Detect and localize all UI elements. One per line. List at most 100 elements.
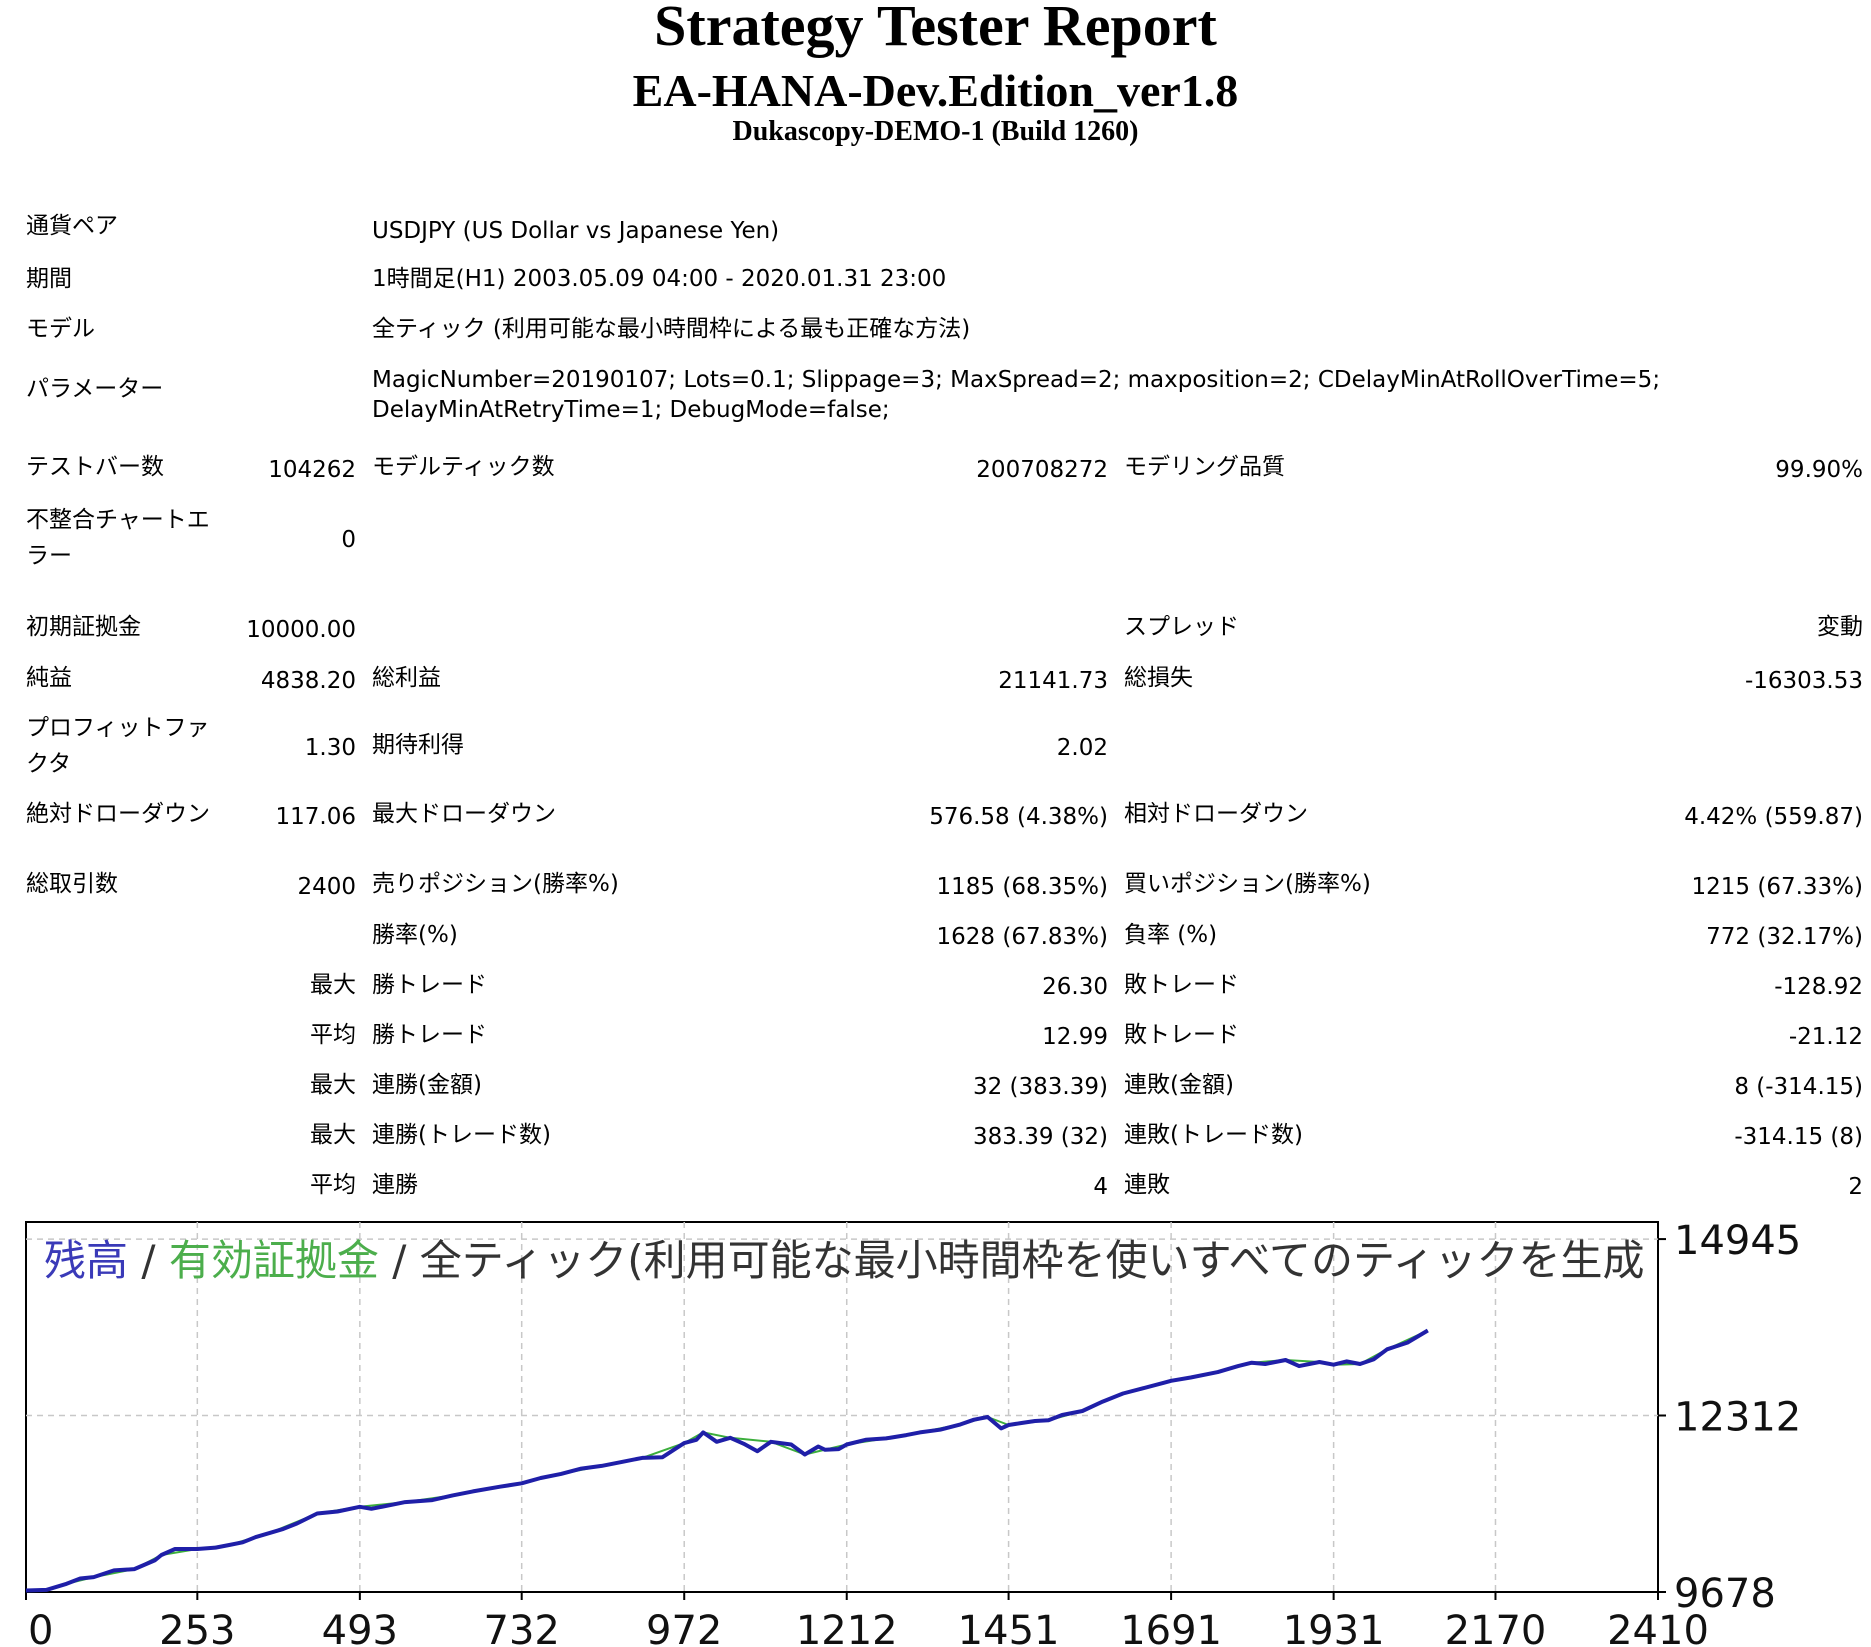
max-consecutive-wins-money-value: 32 (383.39): [972, 1074, 1108, 1100]
y-tick-label: 9678: [1674, 1571, 1776, 1617]
absolute-drawdown-label: 絶対ドローダウン: [26, 801, 210, 827]
maximal-drawdown-value: 576.58 (4.38%): [929, 804, 1108, 830]
period-value: 1時間足(H1) 2003.05.09 04:00 - 2020.01.31 2…: [372, 266, 947, 292]
max-consecutive-count-prefix: 最大: [310, 1122, 356, 1148]
largest-loss-value: -128.92: [1774, 974, 1863, 1000]
chart-title-separator: /: [128, 1236, 169, 1285]
chart-plot-area: [25, 1221, 1659, 1593]
model-value: 全ティック (利用可能な最小時間枠による最も正確な方法): [372, 316, 971, 342]
modeling-quality-label: モデリング品質: [1124, 454, 1285, 480]
symbol-label: 通貨ペア: [26, 213, 118, 239]
ticks-value: 200708272: [976, 457, 1108, 483]
max-consecutive-money-prefix: 最大: [310, 1072, 356, 1098]
period-label: 期間: [26, 266, 72, 292]
bars-value: 104262: [268, 457, 356, 483]
x-tick-label: 1451: [958, 1608, 1060, 1647]
profit-trades-value: 1628 (67.83%): [936, 924, 1109, 950]
x-tick-label: 1931: [1283, 1608, 1385, 1647]
max-consecutive-wins-count-value: 383.39 (32): [972, 1124, 1108, 1150]
parameters-label: パラメーター: [26, 376, 164, 402]
loss-trades-label: 負率 (%): [1124, 922, 1218, 948]
largest-win-value: 26.30: [1042, 974, 1108, 1000]
total-trades-value: 2400: [297, 874, 356, 900]
total-trades-label: 総取引数: [26, 871, 118, 897]
symbol-value: USDJPY (US Dollar vs Japanese Yen): [372, 218, 780, 244]
relative-drawdown-value: 4.42% (559.87): [1684, 804, 1863, 830]
parameters-value: MagicNumber=20190107; Lots=0.1; Slippage…: [372, 367, 1661, 423]
report-title: Strategy Tester Report: [654, 0, 1217, 58]
spread-value: 変動: [1817, 614, 1863, 640]
x-tick-label: 1212: [796, 1608, 898, 1647]
x-tick-label: 2170: [1445, 1608, 1547, 1647]
average-consecutive-wins-value: 4: [1093, 1174, 1108, 1200]
relative-drawdown-label: 相対ドローダウン: [1124, 801, 1308, 827]
y-tick-label: 12312: [1674, 1395, 1801, 1441]
gross-loss-label: 総損失: [1124, 665, 1193, 691]
net-profit-label: 純益: [26, 665, 72, 691]
average-consecutive-losses-value: 2: [1848, 1174, 1863, 1200]
mismatch-errors-value: 0: [341, 527, 356, 553]
average-loss-value: -21.12: [1788, 1024, 1863, 1050]
mismatch-errors-label: 不整合チャートエラー: [26, 507, 210, 569]
x-tick-label: 732: [484, 1608, 560, 1647]
profit-factor-value: 1.30: [304, 735, 356, 761]
net-profit-value: 4838.20: [260, 668, 356, 694]
chart-y-axis: 14945 12312 9678: [1658, 1218, 1801, 1617]
largest-win-label: 勝トレード: [372, 972, 487, 998]
profit-trades-label: 勝率(%): [372, 922, 458, 948]
chart-title-separator: /: [379, 1236, 420, 1285]
x-tick-label: 253: [159, 1608, 235, 1647]
short-positions-label: 売りポジション(勝率%): [372, 871, 619, 897]
long-positions-label: 買いポジション(勝率%): [1124, 871, 1371, 897]
max-consecutive-losses-count-label: 連敗(トレード数): [1124, 1122, 1303, 1148]
max-consecutive-losses-money-value: 8 (-314.15): [1734, 1074, 1863, 1100]
max-consecutive-losses-count-value: -314.15 (8): [1734, 1124, 1863, 1150]
average-loss-label: 敗トレード: [1124, 1022, 1239, 1048]
average-consecutive-wins-label: 連勝: [372, 1172, 418, 1198]
chart-title-equity: 有効証拠金: [169, 1236, 379, 1285]
initial-deposit-label: 初期証拠金: [26, 614, 141, 640]
chart-title: 残高 / 有効証拠金 / 全ティック(利用可能な最小時間枠を使いすべてのティック…: [44, 1236, 1644, 1285]
expert-advisor-name: EA-HANA-Dev.Edition_ver1.8: [632, 65, 1239, 116]
average-consecutive-losses-label: 連敗: [1124, 1172, 1170, 1198]
ticks-label: モデルティック数: [372, 454, 555, 480]
average-label: 平均: [310, 1022, 356, 1048]
expected-payoff-label: 期待利得: [372, 732, 464, 758]
largest-loss-label: 敗トレード: [1124, 972, 1239, 998]
gross-loss-value: -16303.53: [1744, 668, 1863, 694]
bars-label: テストバー数: [26, 454, 164, 480]
chart-title-balance: 残高: [44, 1236, 128, 1285]
balance-line: [25, 1328, 1429, 1593]
chart-series: [25, 1328, 1429, 1593]
balance-equity-chart: 14945 12312 9678 0 253 493 732 972 1212 1451 1691…: [25, 1218, 1801, 1647]
gross-profit-value: 21141.73: [998, 668, 1108, 694]
max-consecutive-wins-count-label: 連勝(トレード数): [372, 1122, 551, 1148]
largest-label: 最大: [310, 972, 356, 998]
gross-profit-label: 総利益: [372, 665, 441, 691]
x-tick-label: 493: [322, 1608, 398, 1647]
profit-factor-label: プロフィットファクタ: [26, 715, 210, 777]
server-build: Dukascopy-DEMO-1 (Build 1260): [732, 116, 1139, 147]
x-tick-label: 0: [28, 1608, 53, 1647]
loss-trades-value: 772 (32.17%): [1706, 924, 1863, 950]
long-positions-value: 1215 (67.33%): [1691, 874, 1864, 900]
x-tick-label: 2410: [1607, 1608, 1709, 1647]
expected-payoff-value: 2.02: [1056, 735, 1108, 761]
max-consecutive-wins-money-label: 連勝(金額): [372, 1072, 482, 1098]
x-tick-label: 972: [646, 1608, 722, 1647]
max-consecutive-losses-money-label: 連敗(金額): [1124, 1072, 1234, 1098]
x-tick-label: 1691: [1120, 1608, 1222, 1647]
average-win-label: 勝トレード: [372, 1022, 487, 1048]
initial-deposit-value: 10000.00: [246, 617, 356, 643]
maximal-drawdown-label: 最大ドローダウン: [372, 801, 556, 827]
absolute-drawdown-value: 117.06: [275, 804, 356, 830]
chart-x-axis: 0 253 493 732 972 1212 1451 1691 1931 2170 2410: [25, 1592, 1709, 1647]
average-win-value: 12.99: [1042, 1024, 1108, 1050]
short-positions-value: 1185 (68.35%): [936, 874, 1109, 900]
chart-title-model: 全ティック(利用可能な最小時間枠を使いすべてのティックを生成: [420, 1236, 1645, 1285]
model-label: モデル: [26, 316, 95, 342]
chart-grid: [26, 1222, 1658, 1592]
average-consecutive-prefix: 平均: [310, 1172, 356, 1198]
spread-label: スプレッド: [1124, 614, 1239, 640]
modeling-quality-value: 99.90%: [1775, 457, 1863, 483]
